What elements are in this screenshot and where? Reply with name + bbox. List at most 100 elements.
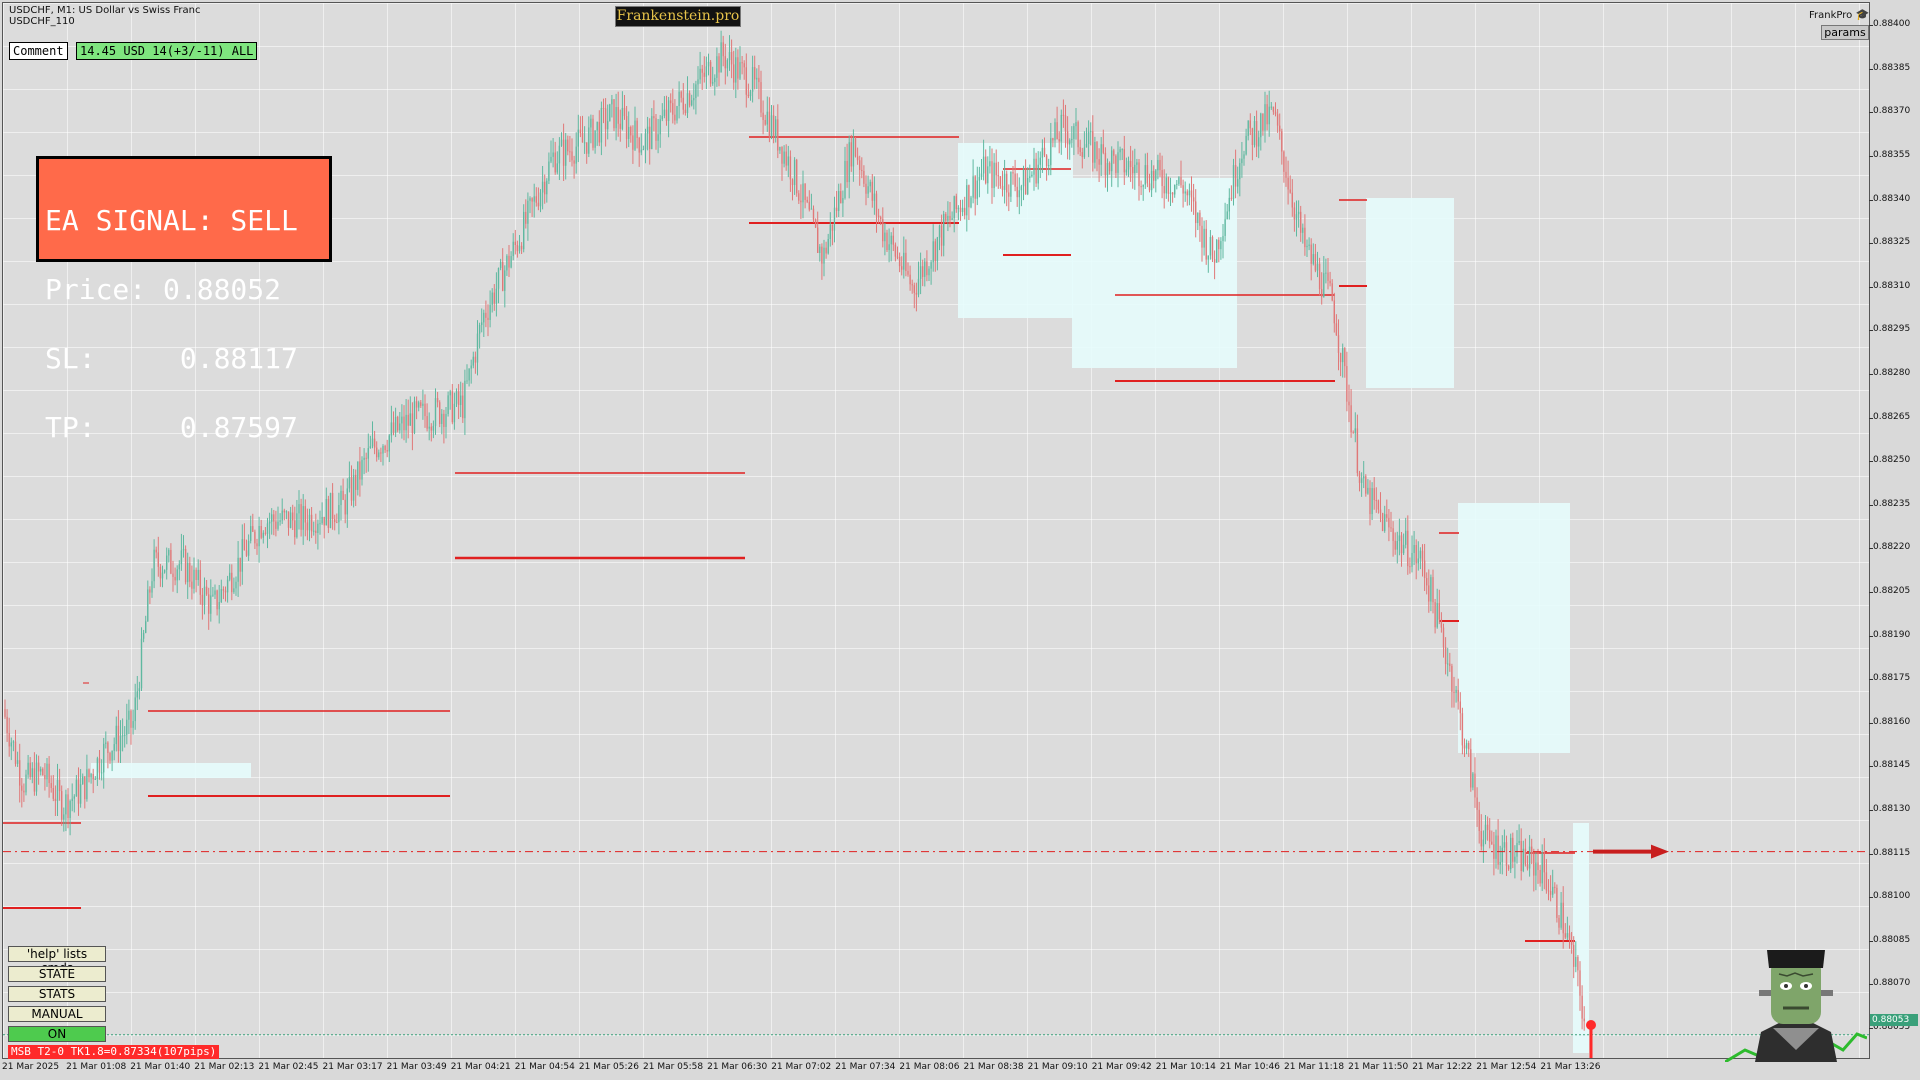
candle-body: [1434, 602, 1436, 628]
candle-body: [266, 523, 269, 534]
candle-body: [680, 91, 682, 98]
candle-body: [915, 292, 918, 295]
candle-body: [890, 235, 892, 245]
candle-body: [966, 185, 968, 216]
candle-body: [688, 93, 691, 106]
candle-body: [1220, 241, 1222, 250]
candle-body: [338, 505, 340, 523]
candle-body: [548, 161, 550, 181]
candle-body: [865, 183, 867, 194]
candle-body: [846, 160, 848, 183]
price-axis[interactable]: 0.88400 0.88385 0.88370 0.88355 0.88340 0.883…: [1868, 0, 1920, 1060]
candle-body: [1260, 113, 1262, 138]
time-tick: 21 Mar 10:14: [1155, 1062, 1216, 1072]
candle-body: [115, 725, 117, 745]
candle-body: [844, 160, 846, 199]
candle-body: [239, 557, 241, 572]
candle-body: [50, 783, 52, 789]
candle-body: [363, 457, 365, 460]
candle-body: [178, 564, 180, 570]
candle-body: [1369, 487, 1371, 515]
frankenstein-logo[interactable]: Frankenstein.pro: [615, 6, 741, 27]
time-tick: 21 Mar 08:38: [963, 1062, 1024, 1072]
params-button[interactable]: params: [1821, 25, 1869, 40]
candle-body: [107, 742, 109, 753]
state-button[interactable]: STATE: [8, 966, 106, 982]
candle-body: [785, 151, 787, 166]
candle-body: [596, 121, 598, 131]
candle-body: [1006, 173, 1008, 193]
time-axis[interactable]: 21 Mar 2025 21 Mar 01:08 21 Mar 01:40 21 Ma…: [0, 1058, 1870, 1080]
candle-body: [1335, 323, 1338, 336]
candle-body: [161, 572, 164, 579]
stats-button[interactable]: STATS: [8, 986, 106, 1002]
candle-body: [804, 183, 806, 200]
candle-body: [1573, 944, 1575, 967]
candle-body: [636, 120, 638, 138]
candle-body: [812, 208, 815, 220]
candle-body: [1222, 235, 1224, 242]
candle-body: [1570, 940, 1573, 945]
candle-body: [1211, 236, 1214, 260]
candle-body: [201, 594, 204, 606]
candle-body: [1411, 552, 1413, 567]
current-price-label: 0.88053: [1870, 1014, 1918, 1026]
candle-body: [1132, 167, 1134, 174]
candle-body: [1094, 141, 1096, 163]
candle-body: [951, 218, 953, 220]
candle-body: [65, 794, 67, 815]
candle-body: [1207, 255, 1209, 260]
candle-body: [344, 499, 346, 515]
candle-body: [940, 225, 943, 246]
candle-body: [819, 246, 821, 254]
candle-body: [779, 146, 781, 151]
candle-body: [909, 274, 911, 285]
candle-body: [483, 312, 485, 323]
candle-body: [1085, 143, 1088, 148]
candle-body: [607, 121, 609, 130]
candle-body: [609, 104, 611, 122]
candle-body: [1436, 603, 1438, 628]
candle-body: [264, 532, 267, 534]
candle-body: [1539, 870, 1541, 884]
candle-body: [905, 252, 907, 271]
candle-body: [632, 135, 634, 150]
candle-body: [1510, 837, 1512, 870]
candle-body: [1052, 138, 1054, 141]
manual-button[interactable]: MANUAL: [8, 1006, 106, 1022]
candle-body: [1291, 192, 1293, 208]
candle-body: [1079, 147, 1081, 153]
candle-body: [61, 791, 63, 820]
candle-body: [1102, 144, 1104, 153]
candle-body: [583, 142, 586, 144]
supply-zone: [1072, 178, 1237, 368]
candle-body: [1348, 401, 1350, 406]
candle-body: [113, 744, 115, 751]
candle-body: [109, 752, 111, 761]
price-chart-svg[interactable]: [3, 3, 1869, 1058]
candle-body: [791, 179, 794, 186]
frankpro-label[interactable]: FrankPro 🎓: [1809, 8, 1869, 21]
candle-body: [329, 492, 332, 528]
candle-body: [1056, 122, 1058, 140]
chart-area[interactable]: USDCHF, M1: US Dollar vs Swiss Franc USD…: [2, 2, 1870, 1062]
candle-body: [523, 211, 525, 250]
candle-body: [991, 161, 993, 189]
help-button[interactable]: 'help' lists cmds: [8, 946, 106, 975]
candle-body: [1111, 150, 1113, 172]
candle-body: [827, 239, 829, 254]
candle-body: [1478, 809, 1480, 831]
candle-body: [1087, 131, 1090, 144]
candle-body: [1134, 164, 1136, 174]
candle-body: [212, 594, 214, 596]
on-toggle-button[interactable]: ON: [8, 1026, 106, 1042]
candle-body: [1195, 201, 1197, 224]
candle-body: [394, 416, 397, 433]
candle-body: [126, 719, 128, 735]
price-tick: 0.88220: [1868, 542, 1911, 553]
candle-body: [1381, 512, 1384, 531]
candle-body: [995, 162, 997, 176]
candle-body: [953, 196, 955, 219]
candle-body: [1350, 405, 1352, 433]
candle-body: [1138, 162, 1140, 187]
